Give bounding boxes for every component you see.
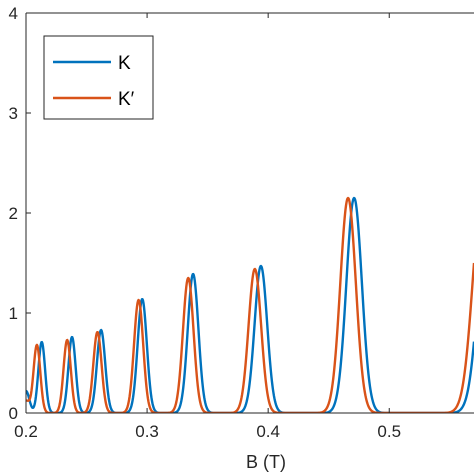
series-line-1	[26, 196, 474, 413]
legend-box	[43, 35, 154, 120]
x-tick-label-1: 0.3	[135, 422, 159, 441]
y-tick-label-4: 4	[9, 4, 18, 23]
series-layer	[26, 196, 474, 413]
x-tick-label-0: 0.2	[14, 422, 38, 441]
legend-label-0: K	[118, 53, 131, 74]
y-tick-label-3: 3	[9, 104, 18, 123]
legend: K K′	[43, 35, 154, 120]
axes: 0 1 2 3 4 0.2 0.3 0.4 0.5	[9, 4, 474, 441]
x-tick-label-2: 0.4	[256, 422, 280, 441]
series-line-0	[26, 196, 474, 413]
legend-label-1: K′	[118, 89, 135, 110]
y-tick-label-2: 2	[9, 204, 18, 223]
x-tick-label-3: 0.5	[377, 422, 401, 441]
x-axis-label: B (T)	[246, 452, 286, 472]
y-tick-label-1: 1	[9, 304, 18, 323]
y-tick-label-0: 0	[9, 404, 18, 423]
